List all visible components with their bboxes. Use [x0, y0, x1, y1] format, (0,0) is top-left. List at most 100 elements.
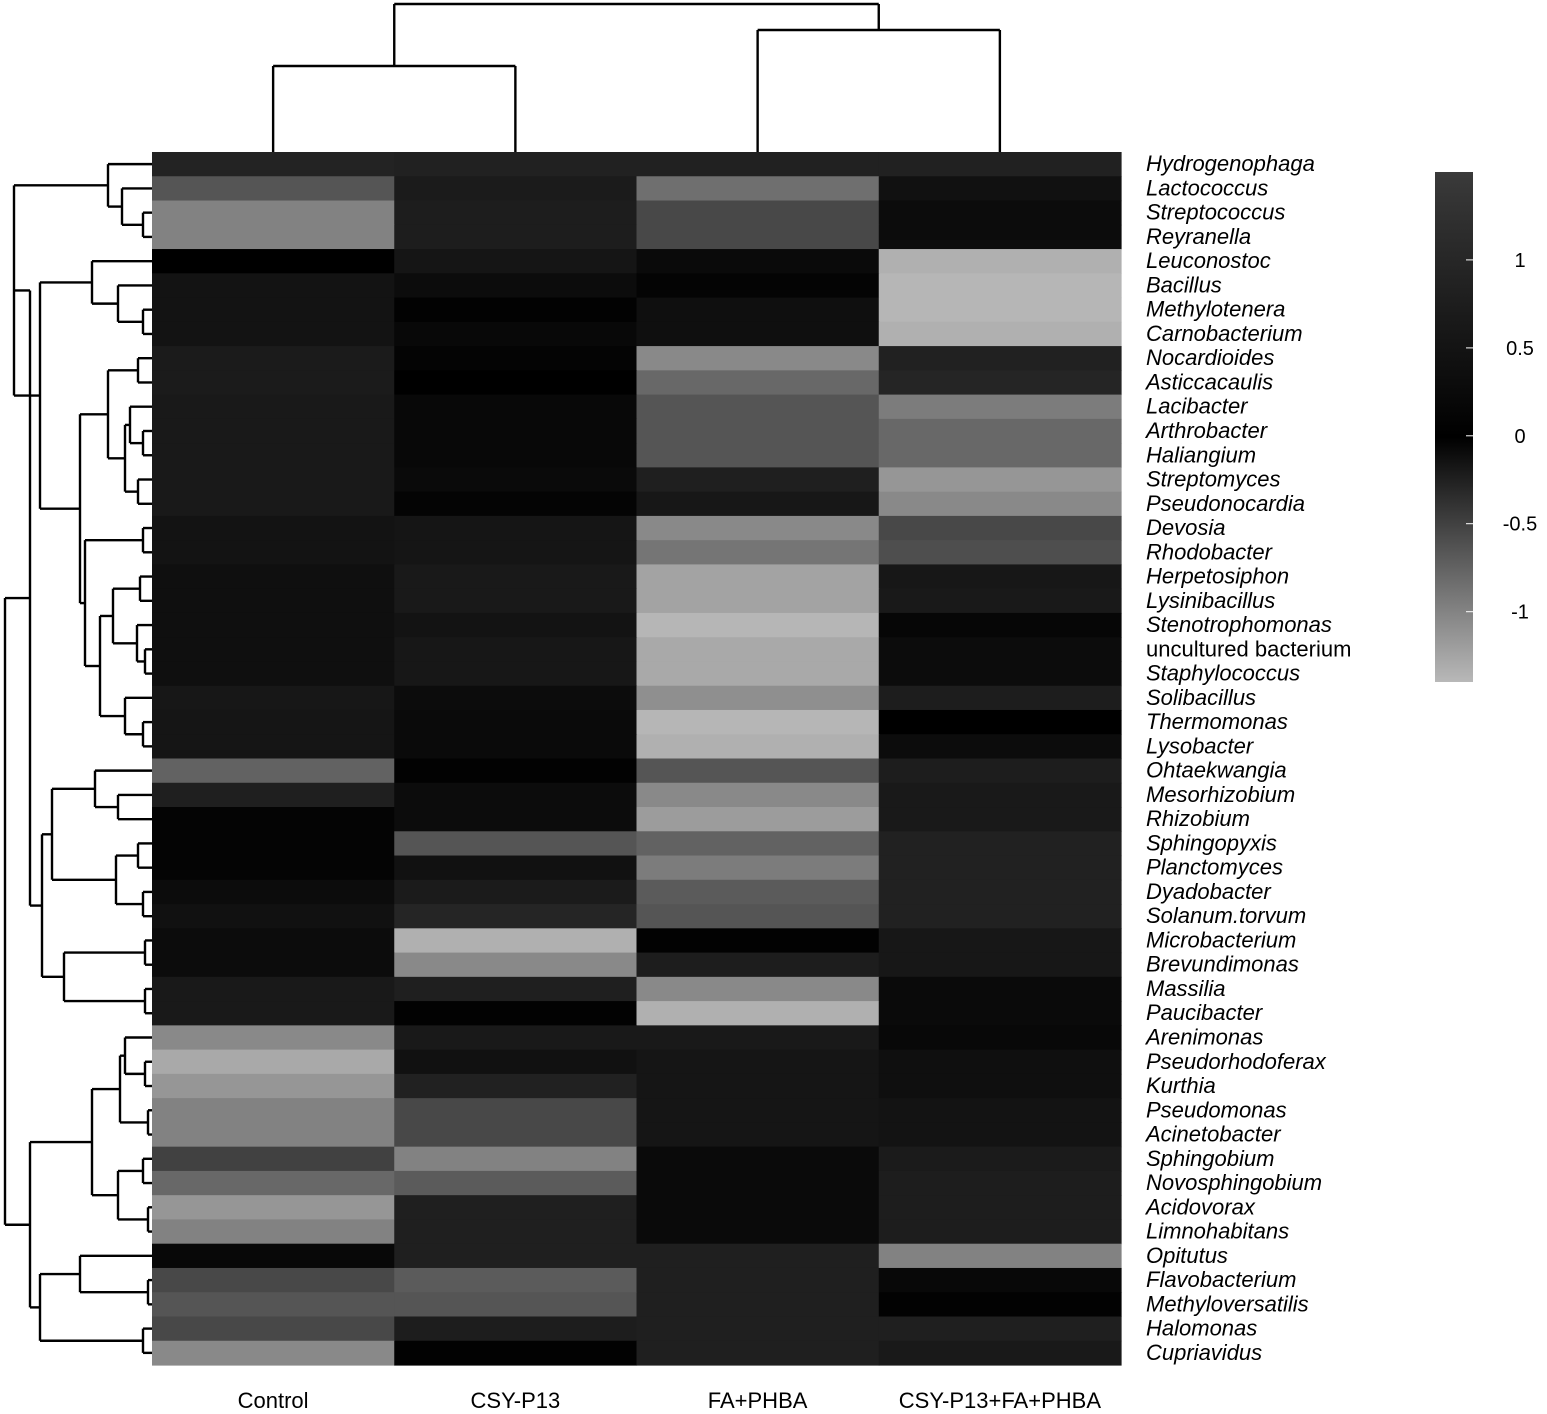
heatmap-cell — [878, 491, 1122, 517]
heatmap-cell — [636, 1073, 880, 1099]
row-label: Pseudonocardia — [1146, 491, 1305, 516]
heatmap-cell — [152, 612, 395, 638]
heatmap-cell — [394, 152, 638, 177]
heatmap-cell — [394, 1170, 638, 1196]
heatmap-cell — [152, 273, 395, 299]
heatmap-cell — [152, 249, 395, 274]
heatmap-cell — [878, 224, 1122, 250]
heatmap-cell — [152, 564, 395, 590]
row-label: Leuconostoc — [1146, 248, 1271, 273]
heatmap-cell — [878, 709, 1122, 735]
column-label: Control — [238, 1388, 309, 1413]
heatmap-cell — [636, 1170, 880, 1196]
heatmap-cell — [152, 1049, 395, 1075]
heatmap-cell — [636, 273, 880, 299]
heatmap-cell — [394, 346, 638, 371]
heatmap-cell — [636, 321, 880, 347]
heatmap-cell — [152, 394, 395, 420]
row-label: Rhodobacter — [1146, 539, 1274, 564]
heatmap-cell — [878, 807, 1122, 832]
row-label: Methylotenera — [1146, 297, 1285, 322]
heatmap-cell — [636, 782, 880, 808]
heatmap-cell — [394, 734, 638, 760]
colorbar-tick-label: -1 — [1511, 602, 1529, 624]
row-label: Asticcacaulis — [1144, 370, 1273, 395]
row-label: Acinetobacter — [1144, 1122, 1282, 1147]
row-label: Methyloversatilis — [1146, 1291, 1309, 1316]
heatmap-cell — [636, 709, 880, 735]
heatmap-cell — [394, 685, 638, 711]
heatmap-cell — [878, 952, 1122, 978]
heatmap-cell — [636, 1049, 880, 1075]
heatmap-cell — [878, 661, 1122, 687]
heatmap-cell — [394, 1316, 638, 1342]
heatmap-cell — [394, 976, 638, 1002]
heatmap-cell — [878, 1340, 1122, 1366]
heatmap-cells — [152, 152, 1122, 1366]
heatmap-cell — [152, 1243, 395, 1269]
row-label: Hydrogenophaga — [1146, 151, 1315, 176]
heatmap-cell — [152, 224, 395, 250]
heatmap-cell — [878, 1267, 1122, 1293]
heatmap-cell — [878, 1098, 1122, 1123]
heatmap-cell — [636, 200, 880, 226]
column-label: CSY-P13 — [471, 1388, 561, 1413]
heatmap-cell — [636, 249, 880, 274]
heatmap-cell — [394, 952, 638, 978]
heatmap-cell — [394, 297, 638, 323]
colorbar-legend: 1 0.5 0 -0.5 -1 — [1435, 172, 1537, 682]
heatmap-cell — [636, 928, 880, 954]
heatmap-cell — [394, 588, 638, 614]
heatmap-cell — [636, 612, 880, 638]
row-label: Microbacterium — [1146, 928, 1296, 953]
heatmap-cell — [394, 661, 638, 687]
heatmap-cell — [152, 152, 395, 177]
heatmap-cell — [636, 831, 880, 857]
row-labels: HydrogenophagaLactococcusStreptococcusRe… — [1144, 151, 1351, 1365]
heatmap-cell — [152, 904, 395, 929]
heatmap-cell — [878, 855, 1122, 881]
heatmap-cell — [878, 394, 1122, 420]
heatmap-cell — [152, 418, 395, 444]
row-label: Brevundimonas — [1146, 952, 1299, 977]
heatmap-cell — [878, 928, 1122, 954]
heatmap-cell — [636, 1025, 880, 1051]
heatmap-cell — [878, 904, 1122, 929]
heatmap-cell — [636, 685, 880, 711]
colorbar-tick-label: 0.5 — [1506, 338, 1534, 360]
heatmap-cell — [878, 297, 1122, 323]
heatmap-cell — [152, 807, 395, 832]
heatmap-cell — [878, 370, 1122, 396]
heatmap-cell — [636, 418, 880, 444]
heatmap-cell — [636, 1098, 880, 1123]
heatmap-cell — [636, 515, 880, 541]
heatmap-cell — [636, 1243, 880, 1269]
heatmap-cell — [636, 443, 880, 468]
row-label: Solibacillus — [1146, 685, 1256, 710]
row-label: Lacibacter — [1146, 394, 1249, 419]
heatmap-cell — [878, 346, 1122, 371]
heatmap-cell — [878, 1049, 1122, 1075]
heatmap-cell — [394, 1195, 638, 1221]
heatmap-cell — [152, 443, 395, 468]
heatmap-cell — [636, 1001, 880, 1026]
row-label: Ohtaekwangia — [1146, 758, 1287, 783]
heatmap-cell — [394, 1122, 638, 1148]
heatmap-cell — [878, 734, 1122, 760]
heatmap-cell — [878, 443, 1122, 468]
heatmap-cell — [636, 1122, 880, 1148]
heatmap-cell — [878, 1025, 1122, 1051]
heatmap-cell — [878, 1122, 1122, 1148]
row-dendrogram — [3, 162, 152, 1355]
heatmap-cell — [152, 831, 395, 857]
column-label: FA+PHBA — [708, 1388, 808, 1413]
heatmap-cell — [878, 1073, 1122, 1099]
heatmap-cell — [394, 831, 638, 857]
colorbar-tick-label: 0 — [1514, 426, 1525, 448]
heatmap-cell — [636, 855, 880, 881]
heatmap-cell — [394, 176, 638, 202]
heatmap-cell — [394, 370, 638, 396]
heatmap-cell — [394, 1340, 638, 1366]
heatmap-cell — [152, 1267, 395, 1293]
heatmap-cell — [394, 1025, 638, 1051]
